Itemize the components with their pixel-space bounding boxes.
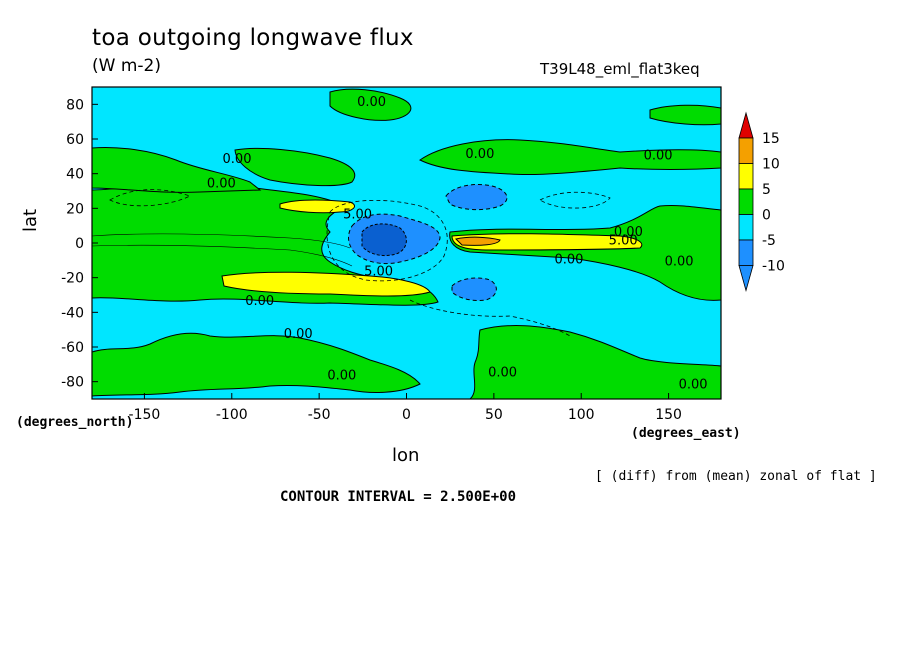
y-tick-label: -20 <box>61 271 84 287</box>
contour-label: 0.00 <box>207 176 236 191</box>
region-south-subtropical-max <box>221 271 431 297</box>
contour-dashed-nw <box>109 189 192 207</box>
chart-units: (W m-2) <box>92 56 161 76</box>
colorbar-segment <box>738 163 754 190</box>
colorbar-segment <box>738 214 754 241</box>
region-equatorial-peak <box>454 236 501 246</box>
chart-title: toa outgoing longwave flux <box>92 25 414 51</box>
colorbar-label: 5 <box>762 182 771 198</box>
y-axis-units: (degrees_north) <box>16 415 134 430</box>
contour-label: 0.00 <box>465 147 494 162</box>
contour-solid-band-1 <box>92 233 351 249</box>
y-tick-label: -80 <box>61 375 84 391</box>
y-tick-label: 0 <box>75 236 84 252</box>
y-axis: -80 -60 -40 -20 0 20 40 60 80 <box>61 97 98 391</box>
contour-label: 5.00 <box>364 265 393 280</box>
x-axis-units: (degrees_east) <box>631 426 741 441</box>
region-equatorial-min-core <box>361 223 407 257</box>
colorbar-segment <box>738 239 754 266</box>
x-tick-label: 150 <box>655 407 682 423</box>
region-north-min <box>445 183 508 211</box>
contour-label: 0.00 <box>284 327 313 342</box>
region-east-green <box>449 205 721 301</box>
contour-label: 5.00 <box>343 208 372 223</box>
colorbar-label: 0 <box>762 208 771 224</box>
contour-label: 0.00 <box>223 152 252 167</box>
x-axis-label: lon <box>392 445 420 466</box>
colorbar-label: -5 <box>762 233 776 249</box>
contour-label: 5.00 <box>609 234 638 249</box>
region-top-right-green <box>649 104 721 126</box>
x-tick-label: 50 <box>485 407 503 423</box>
colorbar: 15 10 5 0 -5 -10 <box>738 111 785 292</box>
contour-label: 0.00 <box>614 225 643 240</box>
contour-label: 0.00 <box>488 365 517 380</box>
region-northwest-green <box>92 147 262 193</box>
region-northeast-green <box>419 139 721 176</box>
y-tick-label: -40 <box>61 305 84 321</box>
region-equatorial-max-east <box>451 233 643 251</box>
y-tick-label: 40 <box>66 167 84 183</box>
contour-label: 0.00 <box>555 253 584 268</box>
colorbar-segment <box>738 188 754 215</box>
colorbar-label: 15 <box>762 131 780 147</box>
contour-labels: 0.000.00 0.00 0.000.005.000.005.000.00 0.00… <box>207 95 708 393</box>
y-tick-label: 80 <box>66 97 84 113</box>
contour-dashed-ne <box>539 191 611 209</box>
region-south-min <box>451 277 497 301</box>
x-tick-label: 100 <box>568 407 595 423</box>
region-southwest-green <box>92 332 421 397</box>
run-id: T39L48_eml_flat3keq <box>540 60 700 78</box>
y-tick-label: -60 <box>61 340 84 356</box>
contour-label: 0.00 <box>327 369 356 384</box>
y-tick-label: 60 <box>66 132 84 148</box>
contour-label: 0.00 <box>644 149 673 164</box>
contour-interval: CONTOUR INTERVAL = 2.500E+00 <box>280 489 517 505</box>
x-tick-label: -100 <box>216 407 248 423</box>
colorbar-segment <box>738 137 754 164</box>
chart-subtitle: [ (diff) from (mean) zonal of flat ] <box>595 469 877 484</box>
contour-label: 0.00 <box>665 254 694 269</box>
contour-dashed-center <box>326 199 448 282</box>
contour-label: 0.00 <box>357 95 386 110</box>
y-tick-label: 20 <box>66 201 84 217</box>
x-axis: -150 -100 -50 0 50 100 150 <box>129 393 682 423</box>
x-tick-label: 0 <box>402 407 411 423</box>
x-tick-label: -150 <box>129 407 161 423</box>
contour-dashed-s <box>409 299 571 337</box>
contour-solid-band-2 <box>92 244 353 267</box>
colorbar-bottom-triangle <box>738 265 754 292</box>
colorbar-label: -10 <box>762 259 785 275</box>
region-north-subtropical-max <box>279 199 355 214</box>
plot-area: 0.000.00 0.00 0.000.005.000.005.000.00 0.00… <box>92 87 721 399</box>
x-tick-label: -50 <box>308 407 331 423</box>
contour-label: 0.00 <box>245 294 274 309</box>
contour-label: 0.00 <box>679 377 708 392</box>
region-north-central-green <box>234 147 356 187</box>
region-top-center-green <box>329 88 412 121</box>
colorbar-label: 10 <box>762 157 780 173</box>
colorbar-top-triangle <box>738 111 754 139</box>
